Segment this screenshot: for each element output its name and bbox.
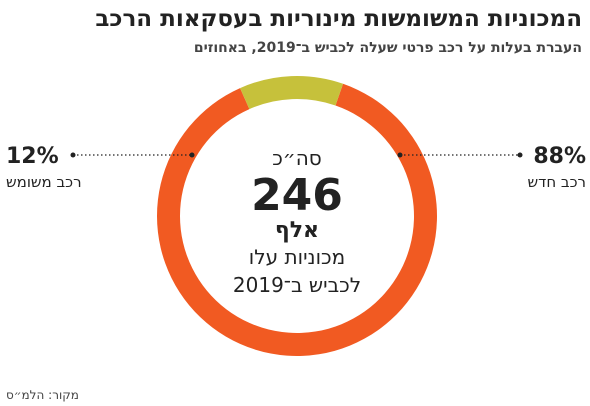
source: מקור: הלמ״ס [6, 388, 79, 402]
leader-dot [189, 152, 195, 158]
center-top: סה״כ [272, 146, 322, 170]
chart-title: המכוניות המשומשות מינוריות בעסקאות הרכב [95, 6, 582, 32]
center-value: 246 [251, 170, 343, 221]
donut-segment [240, 75, 344, 110]
leader-dot [70, 152, 76, 158]
center-unit: אלף [274, 218, 320, 243]
leader-dot [517, 152, 523, 158]
legend-label: רכב חדש [527, 173, 586, 191]
legend-label: רכב משומש [6, 173, 82, 191]
chart-subtitle: העברת בעלות על רכב פרטי שעלה לכביש ב־201… [193, 40, 582, 56]
value-label: 12% [6, 144, 59, 169]
value-label: 88% [533, 144, 586, 169]
leader-dot [397, 152, 403, 158]
center-line: לכביש ב־2019 [232, 273, 362, 297]
center-line: מכוניות עלו [248, 245, 346, 269]
